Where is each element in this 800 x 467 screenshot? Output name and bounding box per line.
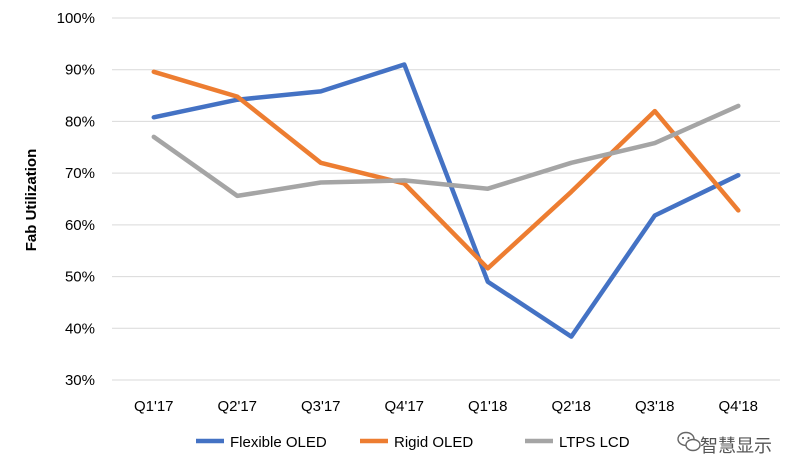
x-tick-label: Q1'18 (468, 398, 508, 415)
y-tick-label: 40% (65, 320, 95, 337)
y-tick-label: 70% (65, 165, 95, 182)
x-axis-ticks: Q1'17 Q2'17 Q3'17 Q4'17 Q1'18 Q2'18 Q3'18 Q4'18 (134, 398, 758, 415)
series-line-flexible-oled (151, 62, 741, 339)
y-tick-label: 90% (65, 62, 95, 79)
y-tick-label: 100% (57, 10, 95, 27)
series-lines (151, 62, 741, 339)
x-tick-label: Q1'17 (134, 398, 174, 415)
y-axis-label: Fab Utilization (23, 149, 40, 252)
legend-label-flexible-oled: Flexible OLED (230, 434, 327, 451)
x-tick-label: Q4'17 (384, 398, 424, 415)
x-tick-label: Q3'17 (301, 398, 341, 415)
series-line-ltps-lcd (151, 103, 741, 199)
x-tick-label: Q4'18 (718, 398, 758, 415)
y-tick-label: 30% (65, 372, 95, 389)
x-tick-label: Q3'18 (635, 398, 675, 415)
legend: Flexible OLED Rigid OLED LTPS LCD (196, 434, 630, 451)
grid-lines (112, 17, 780, 381)
wechat-icon (677, 431, 701, 452)
watermark-text: 智慧显示 (700, 436, 772, 457)
y-tick-label: 60% (65, 217, 95, 234)
x-tick-label: Q2'17 (217, 398, 257, 415)
y-tick-label: 50% (65, 269, 95, 286)
legend-label-ltps-lcd: LTPS LCD (559, 434, 630, 451)
y-tick-label: 80% (65, 113, 95, 130)
x-tick-label: Q2'18 (551, 398, 591, 415)
watermark: 智慧显示 (677, 431, 772, 457)
series-line-rigid-oled (151, 69, 741, 271)
legend-label-rigid-oled: Rigid OLED (394, 434, 473, 451)
y-axis-ticks: 30% 40% 50% 60% 70% 80% 90% 100% (57, 10, 95, 389)
